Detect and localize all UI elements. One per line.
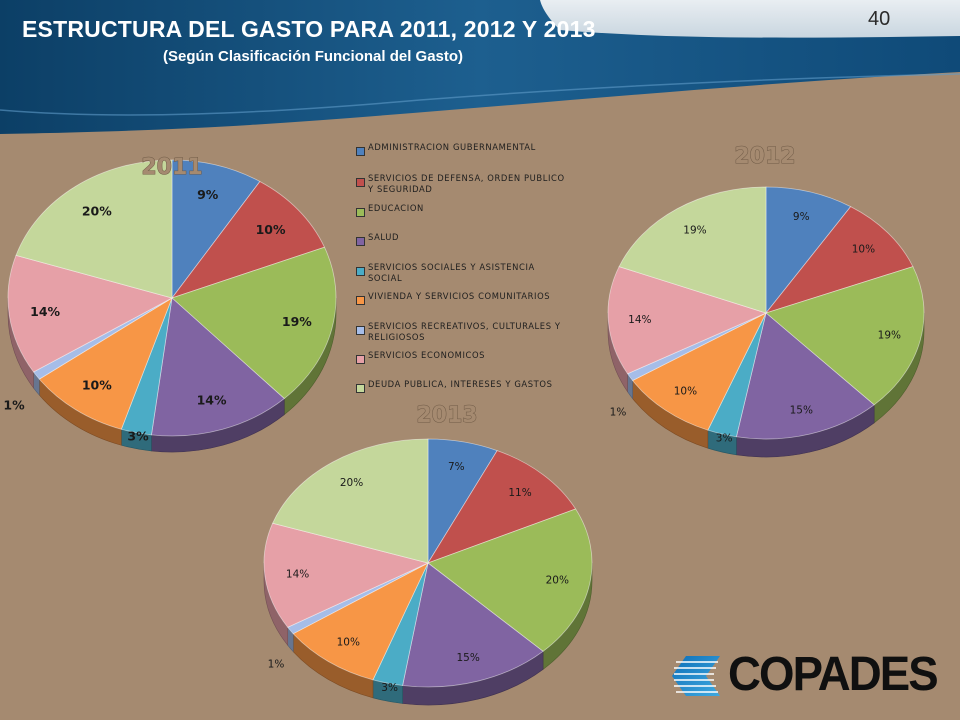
data-label: 11% (508, 487, 531, 499)
data-label: 19% (878, 330, 901, 342)
legend-label: ADMINISTRACION GUBERNAMENTAL (368, 142, 536, 152)
legend-swatch (356, 355, 365, 364)
chart-title: 2012 (734, 144, 795, 169)
legend-swatch (356, 208, 365, 217)
data-label: 20% (82, 203, 112, 218)
data-label: 15% (456, 652, 479, 664)
legend-swatch (356, 237, 365, 246)
slide-subtitle: (Según Clasificación Funcional del Gasto… (163, 48, 464, 65)
pie-chart-2011: 9% 10% 19% 14% 3% 10% 1% 14% 20% 2011 (3, 155, 337, 453)
logo-text: COPADES (728, 648, 939, 701)
pie-slice (272, 438, 429, 564)
pie-slice (7, 254, 174, 373)
pie-slice (150, 297, 285, 437)
pie-slice (171, 246, 337, 400)
legend-label: SERVICIOS RECREATIVOS, CULTURALES Y RELI… (368, 321, 561, 342)
pie-slice (765, 266, 925, 406)
pie-slice (735, 312, 875, 440)
pie-slice (631, 312, 767, 431)
legend-label: SERVICIOS DE DEFENSA, ORDEN PUBLICO Y SE… (368, 173, 565, 194)
data-label: 20% (340, 477, 363, 489)
legend-label: SERVICIOS ECONOMICOS (368, 350, 486, 360)
pie-slice (263, 522, 430, 628)
data-label: 10% (852, 243, 875, 255)
legend-swatch (356, 326, 365, 335)
pie-slice (764, 206, 914, 314)
pie-slice (607, 266, 768, 375)
data-label: 10% (256, 222, 286, 237)
page-number: 40 (868, 8, 891, 30)
legend-label: DEUDA PUBLICA, INTERESES Y GASTOS (368, 379, 553, 389)
pie-slice (38, 297, 173, 430)
pie-slice (170, 180, 326, 299)
pie-chart-2013: 7% 11% 20% 15% 3% 10% 1% 14% 20% 2013 (263, 403, 593, 706)
legend-swatch (356, 147, 365, 156)
data-label: 14% (30, 304, 60, 319)
legend-swatch (356, 296, 365, 305)
data-label: 9% (197, 187, 219, 202)
data-label: 14% (286, 568, 309, 580)
pie-slice (171, 159, 261, 300)
pie-slice (402, 562, 544, 688)
data-label: 1% (3, 397, 25, 412)
legend-label: SERVICIOS SOCIALES Y ASISTENCIA SOCIAL (368, 262, 535, 283)
data-label: 14% (628, 314, 651, 326)
data-label: 10% (674, 385, 697, 397)
legend-swatch (356, 178, 365, 187)
legend-label: SALUD (368, 232, 400, 242)
data-label: 3% (381, 682, 398, 694)
data-label: 19% (282, 314, 312, 329)
data-label: 3% (716, 433, 733, 445)
header-banner (0, 0, 960, 135)
pie-slice (292, 562, 429, 681)
data-label: 7% (448, 461, 465, 473)
pie-slice (15, 159, 173, 299)
pie-slice (618, 186, 767, 314)
data-label: 1% (268, 659, 285, 671)
chart-title: 2011 (141, 155, 202, 180)
data-label: 1% (610, 407, 627, 419)
chart-title: 2013 (416, 403, 477, 428)
data-label: 19% (683, 224, 706, 236)
copades-logo: COPADES (668, 648, 953, 702)
slide-title: ESTRUCTURA DEL GASTO PARA 2011, 2012 Y 2… (22, 16, 596, 42)
data-label: 3% (127, 428, 149, 443)
data-label: 9% (793, 211, 810, 223)
data-label: 14% (197, 393, 227, 408)
logo-mark-icon (672, 656, 720, 696)
pie-chart-2012: 9% 10% 19% 15% 3% 10% 1% 14% 19% 2012 (607, 144, 925, 458)
pie-slice (427, 450, 577, 564)
legend-swatch (356, 384, 365, 393)
data-label: 15% (790, 404, 813, 416)
pie-slice (427, 508, 593, 652)
legend-label: VIVIENDA Y SERVICIOS COMUNITARIOS (368, 291, 551, 301)
legend-swatch (356, 267, 365, 276)
data-label: 20% (546, 575, 569, 587)
pie-slice (765, 186, 852, 315)
legend-label: EDUCACION (368, 203, 424, 213)
data-label: 10% (82, 377, 112, 392)
data-label: 10% (337, 636, 360, 648)
